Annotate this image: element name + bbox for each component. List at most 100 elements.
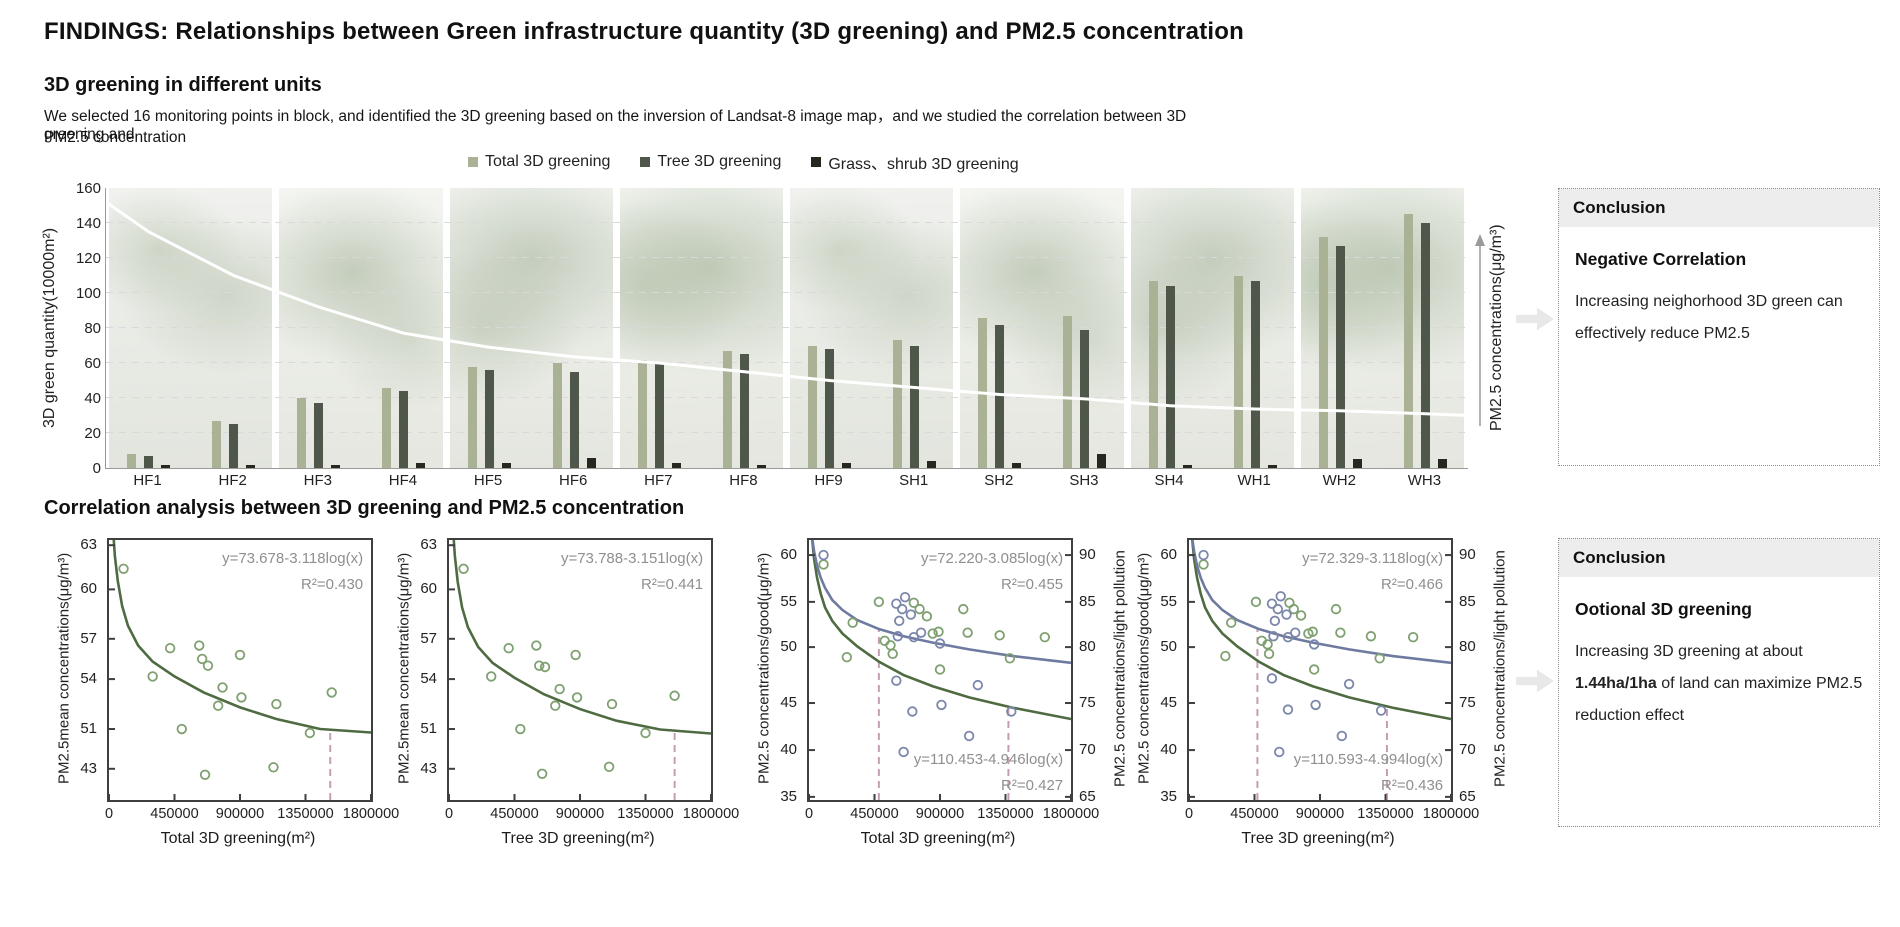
bar-group: [1128, 188, 1213, 468]
equation-label: R²=0.466: [1381, 576, 1444, 594]
y-tick-label: 75: [1079, 694, 1096, 712]
bar-group: [106, 188, 191, 468]
x-tick-label: 0: [444, 806, 454, 822]
legend-swatch-icon: [811, 157, 822, 167]
x-tick-label: WH1: [1237, 472, 1271, 489]
y-tick-labels: 63 60 57 54 51 43: [63, 536, 103, 800]
y-tick-label: 43: [420, 759, 437, 777]
x-tick-label: 0: [1184, 806, 1194, 822]
bar-tree: [569, 371, 579, 468]
y-tick-label: 0: [92, 460, 101, 477]
x-tick-label: HF5: [473, 472, 503, 489]
y-tick-label: 65: [1459, 787, 1476, 805]
bar-tree: [995, 324, 1005, 468]
gridline: [106, 292, 1468, 293]
bar-tree: [314, 403, 324, 468]
x-tick-label: 450000: [850, 806, 899, 822]
y-tick-label: 20: [84, 425, 101, 442]
x-tick-label: HF8: [729, 472, 758, 489]
street-photo: [1300, 188, 1465, 468]
conclusion-text: Increasing 3D greening at about 1.44ha/1…: [1575, 636, 1863, 732]
y-tick-label: 40: [1160, 741, 1177, 759]
scatter-plot-4: PM2.5 concentrations/good(μg/m³) 60 55 50 4…: [1125, 538, 1545, 858]
conclusion-header: Conclusion: [1559, 189, 1879, 227]
x-tick-label: 1800000: [1042, 806, 1100, 822]
y-tick-label: 90: [1079, 546, 1096, 564]
legend-swatch-icon: [468, 157, 478, 167]
bar-grass: [1267, 464, 1277, 468]
y-tick-labels: 60 55 50 45 40 35: [1143, 540, 1183, 805]
bar-total: [1063, 315, 1073, 468]
x-tick-label: HF2: [218, 472, 247, 489]
up-arrow-icon: [1473, 234, 1487, 431]
y-tick-label: 54: [80, 670, 97, 688]
y-tick-label: 80: [1459, 638, 1476, 656]
y-tick-label: 70: [1459, 741, 1476, 759]
scatter-canvas: [109, 540, 371, 800]
equation-label: y=110.593-4.994log(x): [1293, 750, 1444, 768]
gridline: [106, 327, 1468, 328]
scatter-canvas: [809, 540, 1071, 800]
bar-grass: [161, 464, 171, 468]
x-tick-label: WH2: [1322, 472, 1356, 489]
legend-swatch-icon: [640, 157, 651, 167]
x-tick-label: 1350000: [1357, 806, 1414, 822]
bar-grass: [1352, 459, 1362, 468]
bar-y-ticks: 0 20 40 60 80 100 120 140 160: [59, 180, 101, 477]
conclusion-subheading: Ootional 3D greening: [1575, 599, 1752, 619]
bar-grass: [1012, 462, 1022, 468]
bar-x-labels: HF1 HF2 HF3 HF4 HF5 HF6 HF7 HF8 HF9 SH1 SH2 SH3 SH4 W…: [105, 472, 1467, 489]
bar-chart: 3D green quantity(10000m²) 0 20 40 60 80 100 1…: [41, 180, 1543, 504]
bar-total: [127, 454, 137, 468]
y-tick-label: 45: [780, 694, 797, 712]
bar-tree: [399, 391, 409, 468]
gridline: [106, 362, 1468, 363]
bar-total: [212, 420, 222, 468]
y-tick-labels: 63 60 57 54 51 43: [403, 536, 443, 800]
pm25-trend-line: [106, 200, 1468, 417]
x-tick-label: HF9: [814, 472, 843, 489]
bar-grass: [671, 462, 681, 468]
scatter-canvas: [1189, 540, 1451, 800]
x-tick-label: 900000: [555, 806, 605, 822]
x-tick-label: 0: [104, 806, 114, 822]
y-tick-label: 60: [84, 355, 101, 372]
x-tick-label: 1350000: [617, 806, 674, 822]
equation-label: y=73.678-3.118log(x): [222, 550, 364, 568]
scatter-plot-1: PM2.5mean concentrations(μg/m³) 63 60 57 54…: [45, 536, 465, 858]
x-axis-label: Tree 3D greening(m²): [501, 830, 655, 847]
bar-grass: [756, 464, 766, 468]
x-tick-label: 1800000: [342, 806, 400, 822]
bar-total: [722, 350, 732, 468]
bar-group: [617, 188, 702, 468]
bar-group: [1298, 188, 1383, 468]
x-tick-label: SH2: [984, 472, 1014, 489]
y-tick-label: 60: [80, 580, 97, 598]
conclusion-header: Conclusion: [1559, 539, 1879, 577]
scatter-plot-3: PM2.5 concentrations/good(μg/m³) 60 55 50 4…: [745, 538, 1165, 858]
section1-description-line1: We selected 16 monitoring points in bloc…: [44, 108, 1187, 143]
bar-tree: [1335, 245, 1345, 468]
bar-tree: [1420, 223, 1430, 468]
bar-total: [552, 363, 562, 468]
right-y-tick-labels: 90 85 80 75 70 65: [1079, 540, 1121, 805]
x-tick-label: HF3: [303, 472, 332, 489]
street-photo: [109, 188, 273, 468]
bar-grass: [586, 457, 596, 468]
x-tick-label: SH4: [1154, 472, 1184, 489]
y-tick-labels: 60 55 50 45 40 35: [763, 540, 803, 805]
x-tick-labels: 0 450000 900000 1350000 1800000: [105, 800, 399, 824]
legend-item: Total 3D greening: [468, 153, 610, 171]
y-tick-label: 63: [80, 536, 97, 554]
street-photo: [960, 188, 1124, 468]
equation-label: R²=0.430: [301, 576, 364, 594]
section1-heading: 3D greening in different units: [44, 74, 322, 96]
conclusion-box-1: Conclusion Negative Correlation Increasi…: [1558, 188, 1880, 466]
x-tick-labels: 0 450000 900000 1350000 1800000: [445, 800, 739, 824]
bar-total: [297, 398, 307, 468]
legend-item: Tree 3D greening: [640, 153, 781, 171]
bar-group: [361, 188, 446, 468]
x-tick-label: 900000: [215, 806, 265, 822]
equation-label: R²=0.441: [641, 576, 704, 594]
bar-grass: [842, 462, 852, 468]
